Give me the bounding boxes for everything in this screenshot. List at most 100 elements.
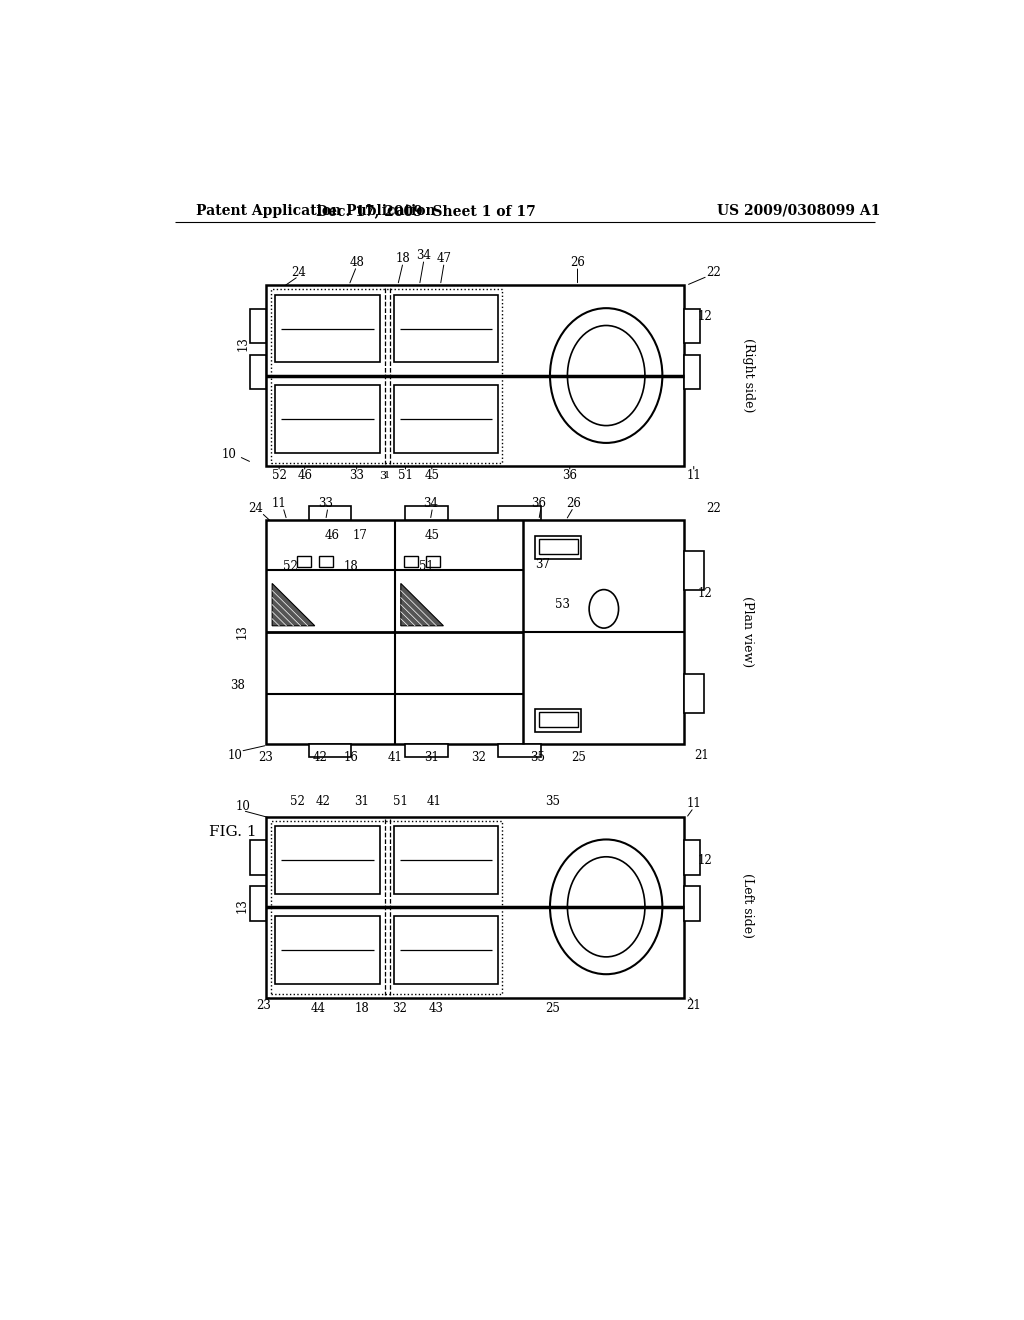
Text: 12: 12 (698, 854, 713, 867)
Text: (Plan view): (Plan view) (741, 597, 755, 668)
Bar (684, 840, 700, 875)
Text: 10: 10 (227, 748, 243, 762)
Text: 12: 12 (698, 587, 713, 601)
Text: 32: 32 (392, 1002, 407, 1015)
Ellipse shape (589, 590, 618, 628)
Text: 53: 53 (555, 598, 569, 611)
Text: 34: 34 (417, 249, 431, 261)
Text: 18: 18 (354, 1002, 370, 1015)
Bar (394, 826, 499, 894)
Bar (684, 355, 700, 389)
Polygon shape (272, 583, 314, 626)
Text: 21: 21 (686, 999, 701, 1012)
Text: Dec. 17, 2009  Sheet 1 of 17: Dec. 17, 2009 Sheet 1 of 17 (316, 203, 537, 218)
Bar (684, 675, 703, 713)
Text: 47: 47 (436, 252, 452, 265)
Bar (394, 916, 499, 983)
Text: 26: 26 (570, 256, 585, 269)
Bar (539, 711, 578, 727)
Text: 51: 51 (393, 795, 409, 808)
Text: 41: 41 (388, 751, 402, 764)
Bar (308, 743, 351, 758)
Text: 12: 12 (698, 310, 713, 323)
Bar (251, 840, 266, 875)
Text: 23: 23 (258, 751, 273, 764)
Bar (266, 285, 684, 466)
Text: 23: 23 (256, 999, 271, 1012)
Text: 13: 13 (236, 898, 249, 912)
Text: 38: 38 (230, 680, 246, 693)
Text: 36: 36 (562, 469, 578, 482)
Bar (318, 557, 333, 568)
Text: 18: 18 (344, 560, 358, 573)
Text: 34: 34 (423, 496, 437, 510)
Text: (Left side): (Left side) (741, 873, 755, 937)
Bar (426, 557, 439, 568)
Bar (251, 355, 266, 389)
Text: 33: 33 (318, 496, 333, 510)
Text: 3: 3 (379, 471, 386, 480)
Bar (403, 557, 418, 568)
Text: 52: 52 (271, 469, 287, 482)
Text: 31: 31 (354, 795, 370, 808)
Text: 1: 1 (384, 471, 390, 480)
Text: FIG. 1: FIG. 1 (209, 825, 257, 840)
Bar (535, 536, 582, 558)
Text: 37: 37 (536, 558, 550, 572)
Text: 45: 45 (424, 469, 439, 482)
Text: 32: 32 (471, 751, 485, 764)
Text: 51: 51 (398, 469, 413, 482)
Text: 35: 35 (545, 795, 560, 808)
Text: 11: 11 (686, 469, 701, 482)
Ellipse shape (567, 326, 645, 425)
Text: 25: 25 (545, 1002, 560, 1015)
Text: 22: 22 (706, 502, 721, 515)
Text: US 2009/0308099 A1: US 2009/0308099 A1 (717, 203, 881, 218)
Text: 52: 52 (290, 795, 304, 808)
Text: 46: 46 (325, 529, 339, 543)
Text: 41: 41 (427, 795, 441, 808)
Text: 11: 11 (686, 797, 701, 810)
Text: 13: 13 (236, 624, 249, 639)
Text: 52: 52 (284, 560, 298, 573)
Text: 22: 22 (706, 265, 721, 279)
Bar (535, 709, 582, 733)
Bar (275, 385, 380, 453)
Bar (684, 309, 700, 343)
Text: 51: 51 (419, 560, 434, 573)
Bar (297, 557, 311, 568)
Text: 24: 24 (249, 502, 263, 515)
Text: (Right side): (Right side) (741, 338, 755, 413)
Text: 21: 21 (694, 748, 709, 762)
Text: 43: 43 (429, 1002, 444, 1015)
Bar (308, 507, 351, 520)
Bar (275, 826, 380, 894)
Bar (275, 916, 380, 983)
Text: 42: 42 (312, 751, 328, 764)
Bar (684, 552, 703, 590)
Text: 45: 45 (425, 529, 440, 543)
Text: 25: 25 (571, 751, 587, 764)
Text: 17: 17 (353, 529, 368, 543)
Bar (251, 886, 266, 921)
Bar (539, 539, 578, 554)
Bar (499, 743, 541, 758)
Ellipse shape (567, 857, 645, 957)
Bar (275, 294, 380, 363)
Text: 42: 42 (315, 795, 331, 808)
Bar (394, 385, 499, 453)
Text: 24: 24 (291, 265, 306, 279)
Text: Patent Application Publication: Patent Application Publication (197, 203, 436, 218)
Text: 26: 26 (566, 496, 581, 510)
Polygon shape (400, 583, 443, 626)
Text: 16: 16 (344, 751, 358, 764)
Bar (406, 743, 449, 758)
Bar (266, 520, 684, 743)
Text: 11: 11 (271, 496, 287, 510)
Text: 46: 46 (297, 469, 312, 482)
Bar (271, 289, 503, 462)
Text: 35: 35 (529, 751, 545, 764)
Bar (684, 886, 700, 921)
Bar (266, 817, 684, 998)
Text: 10: 10 (236, 800, 250, 813)
